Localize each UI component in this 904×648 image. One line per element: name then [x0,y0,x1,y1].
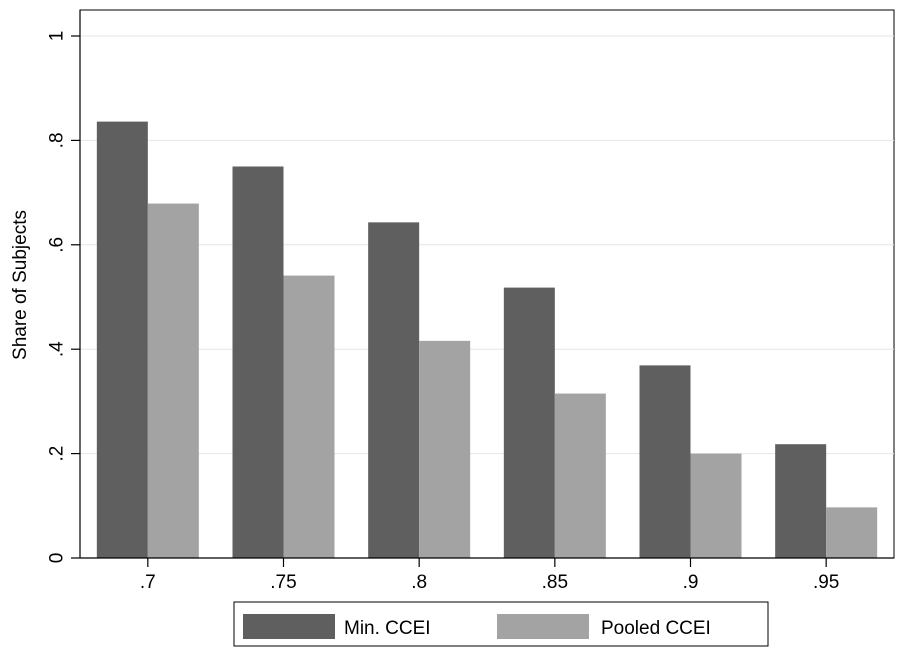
x-tick-label: .75 [270,572,296,593]
y-tick-label: 1 [47,31,68,42]
x-tick-label: .85 [542,572,568,593]
legend: Min. CCEI Pooled CCEI [233,601,769,647]
y-tick-label: 0 [47,553,68,564]
x-ticks: .7 .75 .8 .85 .9 .95 [140,558,839,593]
bar-min-ccei-p85 [503,287,555,558]
bar-pooled-ccei-p85 [554,393,606,558]
y-ticks: 0 .2 .4 .6 .8 1 [47,31,80,564]
bar-min-ccei-p75 [232,166,284,558]
axes [79,10,894,559]
gridlines [80,35,894,455]
bar-min-ccei-p7 [96,121,148,558]
x-tick-label: .95 [813,572,839,593]
y-axis-title: Share of Subjects [10,210,31,360]
bar-min-ccei-p95 [775,444,827,558]
plot-area [79,9,895,559]
bar-pooled-ccei-p75 [283,275,335,558]
legend-label-min-ccei: Min. CCEI [344,618,431,639]
x-tick-label: .8 [411,572,427,593]
legend-swatch-min-ccei [243,614,335,639]
bar-pooled-ccei-p7 [147,203,199,558]
x-tick-label: .7 [140,572,156,593]
bar-pooled-ccei-p9 [690,453,742,558]
y-tick-label: .4 [47,341,68,357]
bars [96,121,878,558]
y-tick-label: .8 [47,132,68,148]
y-tick-label: .6 [47,237,68,253]
bar-min-ccei-p9 [639,365,691,558]
legend-swatch-pooled-ccei [497,614,589,639]
x-tick-label: .9 [683,572,699,593]
y-tick-label: .2 [47,446,68,462]
bar-min-ccei-p8 [368,222,420,558]
bar-pooled-ccei-p95 [826,507,878,558]
legend-label-pooled-ccei: Pooled CCEI [601,618,711,639]
bar-pooled-ccei-p8 [419,340,471,558]
